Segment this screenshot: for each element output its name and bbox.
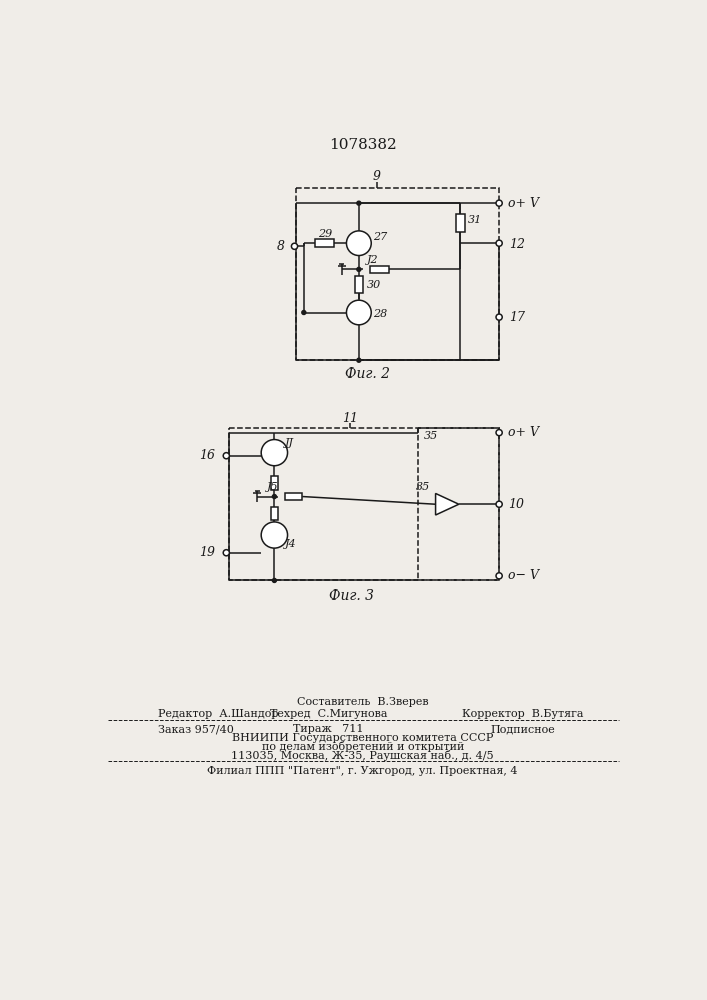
Text: 10: 10 bbox=[508, 498, 525, 511]
Bar bbox=[271, 476, 279, 490]
Text: Тираж   711: Тираж 711 bbox=[293, 724, 364, 734]
Text: ВНИИПИ Государственного комитета СССР: ВНИИПИ Государственного комитета СССР bbox=[232, 733, 493, 743]
Text: o+ V: o+ V bbox=[508, 197, 539, 210]
Bar bbox=[271, 507, 279, 520]
Text: 8: 8 bbox=[276, 240, 284, 253]
Text: по делам изобретений и открытий: по делам изобретений и открытий bbox=[262, 741, 464, 752]
Text: 31: 31 bbox=[468, 215, 482, 225]
Text: Техред  С.Мигунова: Техред С.Мигунова bbox=[270, 709, 387, 719]
Bar bbox=[355, 276, 363, 293]
Text: Фиг. 2: Фиг. 2 bbox=[345, 367, 390, 381]
Text: o+ V: o+ V bbox=[508, 426, 539, 439]
Text: 27: 27 bbox=[373, 232, 387, 242]
Circle shape bbox=[496, 430, 502, 436]
Circle shape bbox=[346, 300, 371, 325]
Bar bbox=[296, 188, 499, 360]
Bar bbox=[456, 214, 464, 232]
Text: 19: 19 bbox=[199, 546, 216, 559]
Bar bbox=[315, 239, 334, 247]
Text: J2: J2 bbox=[367, 255, 378, 265]
Bar bbox=[285, 493, 303, 500]
Circle shape bbox=[291, 243, 298, 249]
Circle shape bbox=[223, 550, 230, 556]
Circle shape bbox=[357, 267, 361, 271]
Circle shape bbox=[302, 311, 305, 314]
Text: Подписное: Подписное bbox=[490, 724, 555, 734]
Text: 11: 11 bbox=[342, 412, 358, 425]
Text: Филиал ППП "Патент", г. Ужгород, ул. Проектная, 4: Филиал ППП "Патент", г. Ужгород, ул. Про… bbox=[207, 766, 518, 776]
Text: Редактор  А.Шандор: Редактор А.Шандор bbox=[158, 709, 279, 719]
Polygon shape bbox=[436, 493, 459, 515]
Text: J5: J5 bbox=[267, 482, 279, 492]
Bar bbox=[418, 428, 499, 580]
Text: 35: 35 bbox=[416, 482, 431, 492]
Text: 17: 17 bbox=[509, 311, 525, 324]
Circle shape bbox=[261, 522, 288, 548]
Text: 12: 12 bbox=[509, 238, 525, 251]
Text: Фиг. 3: Фиг. 3 bbox=[329, 589, 375, 603]
Circle shape bbox=[496, 240, 502, 246]
Circle shape bbox=[272, 495, 276, 498]
Circle shape bbox=[496, 200, 502, 206]
Circle shape bbox=[357, 201, 361, 205]
Text: 1078382: 1078382 bbox=[329, 138, 397, 152]
Text: Составитель  В.Зверев: Составитель В.Зверев bbox=[297, 697, 428, 707]
Circle shape bbox=[496, 314, 502, 320]
Circle shape bbox=[272, 579, 276, 582]
Text: JJ: JJ bbox=[285, 438, 294, 448]
Text: 30: 30 bbox=[367, 280, 381, 290]
Text: 35: 35 bbox=[424, 431, 438, 441]
Text: 28: 28 bbox=[373, 309, 387, 319]
Bar bbox=[230, 428, 499, 580]
Text: 16: 16 bbox=[199, 449, 216, 462]
Text: J4: J4 bbox=[285, 539, 297, 549]
Text: 113035, Москва, Ж-35, Раушская наб., д. 4/5: 113035, Москва, Ж-35, Раушская наб., д. … bbox=[231, 750, 494, 761]
Text: Корректор  В.Бутяга: Корректор В.Бутяга bbox=[462, 709, 583, 719]
Circle shape bbox=[496, 501, 502, 507]
Circle shape bbox=[357, 358, 361, 362]
Bar bbox=[370, 266, 389, 273]
Circle shape bbox=[346, 231, 371, 256]
Text: Заказ 957/40: Заказ 957/40 bbox=[158, 724, 234, 734]
Text: o− V: o− V bbox=[508, 569, 539, 582]
Text: 9: 9 bbox=[373, 170, 380, 183]
Circle shape bbox=[223, 453, 230, 459]
Circle shape bbox=[496, 573, 502, 579]
Text: 29: 29 bbox=[317, 229, 332, 239]
Circle shape bbox=[261, 440, 288, 466]
